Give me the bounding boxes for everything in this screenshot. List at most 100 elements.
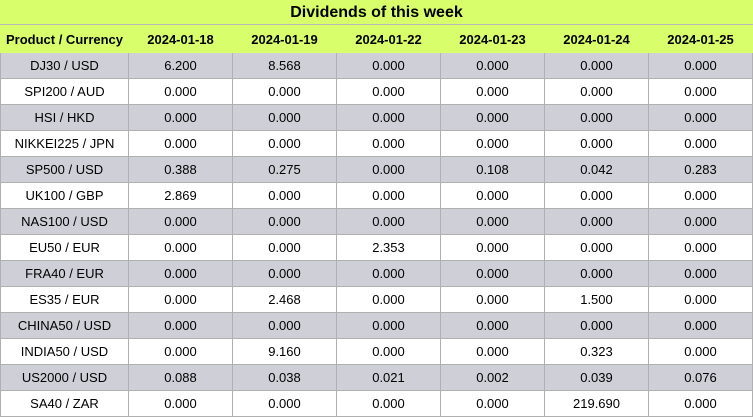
dividend-cell: 0.000 <box>440 104 545 131</box>
column-header-date: 2024-01-25 <box>648 25 753 53</box>
dividend-cell: 0.000 <box>440 52 545 79</box>
dividend-cell: 0.038 <box>232 364 337 391</box>
dividend-cell: 0.000 <box>648 312 753 339</box>
table-row: CHINA50 / USD 0.000 0.000 0.000 0.000 0.000 0.… <box>0 312 753 339</box>
table-row: SPI200 / AUD 0.000 0.000 0.000 0.000 0.000 0.0… <box>0 78 753 105</box>
product-cell: EU50 / EUR <box>0 234 129 261</box>
dividend-cell: 0.000 <box>544 234 649 261</box>
dividend-cell: 0.000 <box>440 286 545 313</box>
header-row: Product / Currency 2024-01-18 2024-01-19 20… <box>0 25 753 53</box>
table-row: NIKKEI225 / JPN 0.000 0.000 0.000 0.000 0.000… <box>0 130 753 157</box>
dividend-cell: 0.000 <box>440 338 545 365</box>
dividend-cell: 0.000 <box>648 286 753 313</box>
table-body: DJ30 / USD 6.200 8.568 0.000 0.000 0.000 0.000… <box>0 52 753 417</box>
dividend-cell: 0.000 <box>544 104 649 131</box>
product-cell: HSI / HKD <box>0 104 129 131</box>
table-row: ES35 / EUR 0.000 2.468 0.000 0.000 1.500 0.000 <box>0 286 753 313</box>
table-row: NAS100 / USD 0.000 0.000 0.000 0.000 0.000 0.0… <box>0 208 753 235</box>
dividend-cell: 0.000 <box>232 260 337 287</box>
dividend-cell: 0.000 <box>648 78 753 105</box>
dividend-cell: 0.000 <box>648 104 753 131</box>
column-header-date: 2024-01-24 <box>544 25 649 53</box>
dividend-cell: 0.000 <box>440 78 545 105</box>
dividend-cell: 0.000 <box>336 286 441 313</box>
dividend-cell: 0.000 <box>128 130 233 157</box>
dividend-cell: 0.039 <box>544 364 649 391</box>
dividend-cell: 0.000 <box>648 338 753 365</box>
dividend-cell: 0.000 <box>336 390 441 417</box>
dividend-cell: 0.000 <box>336 130 441 157</box>
dividend-cell: 0.000 <box>232 234 337 261</box>
dividend-cell: 8.568 <box>232 52 337 79</box>
dividend-cell: 0.000 <box>128 208 233 235</box>
column-header-product: Product / Currency <box>0 25 129 53</box>
product-cell: SA40 / ZAR <box>0 390 129 417</box>
dividend-cell: 0.000 <box>232 130 337 157</box>
dividend-cell: 0.000 <box>648 234 753 261</box>
column-header-date: 2024-01-18 <box>128 25 233 53</box>
dividend-cell: 0.000 <box>232 208 337 235</box>
dividend-cell: 0.000 <box>128 234 233 261</box>
dividend-cell: 0.000 <box>128 104 233 131</box>
dividend-cell: 0.000 <box>336 338 441 365</box>
dividend-cell: 0.088 <box>128 364 233 391</box>
dividend-cell: 0.000 <box>336 312 441 339</box>
dividend-cell: 0.000 <box>128 390 233 417</box>
table-row: DJ30 / USD 6.200 8.568 0.000 0.000 0.000 0.000 <box>0 52 753 79</box>
dividends-table: Product / Currency 2024-01-18 2024-01-19 20… <box>0 25 753 417</box>
product-cell: SPI200 / AUD <box>0 78 129 105</box>
dividend-cell: 0.000 <box>232 78 337 105</box>
product-cell: DJ30 / USD <box>0 52 129 79</box>
product-cell: NIKKEI225 / JPN <box>0 130 129 157</box>
dividend-cell: 0.323 <box>544 338 649 365</box>
dividend-cell: 0.000 <box>440 234 545 261</box>
dividend-cell: 0.000 <box>336 208 441 235</box>
product-cell: FRA40 / EUR <box>0 260 129 287</box>
product-cell: SP500 / USD <box>0 156 129 183</box>
dividend-cell: 0.000 <box>336 182 441 209</box>
product-cell: NAS100 / USD <box>0 208 129 235</box>
dividend-cell: 0.000 <box>648 130 753 157</box>
dividend-cell: 0.000 <box>232 312 337 339</box>
table-title: Dividends of this week <box>0 0 753 25</box>
dividend-cell: 0.000 <box>128 78 233 105</box>
dividend-cell: 0.000 <box>336 260 441 287</box>
dividend-cell: 0.108 <box>440 156 545 183</box>
column-header-date: 2024-01-23 <box>440 25 545 53</box>
table-row: US2000 / USD 0.088 0.038 0.021 0.002 0.039 0.0… <box>0 364 753 391</box>
dividend-cell: 0.002 <box>440 364 545 391</box>
dividend-cell: 0.000 <box>544 208 649 235</box>
dividend-cell: 0.000 <box>232 182 337 209</box>
dividend-cell: 0.000 <box>648 182 753 209</box>
table-row: EU50 / EUR 0.000 0.000 2.353 0.000 0.000 0.000 <box>0 234 753 261</box>
dividend-cell: 0.000 <box>544 182 649 209</box>
dividend-cell: 0.000 <box>336 52 441 79</box>
dividend-cell: 0.000 <box>440 182 545 209</box>
dividend-cell: 0.000 <box>544 312 649 339</box>
dividend-cell: 0.000 <box>232 104 337 131</box>
dividend-cell: 0.000 <box>544 52 649 79</box>
column-header-date: 2024-01-19 <box>232 25 337 53</box>
dividend-cell: 9.160 <box>232 338 337 365</box>
dividend-cell: 0.000 <box>128 312 233 339</box>
dividend-cell: 0.000 <box>440 312 545 339</box>
table-row: UK100 / GBP 2.869 0.000 0.000 0.000 0.000 0.00… <box>0 182 753 209</box>
product-cell: INDIA50 / USD <box>0 338 129 365</box>
product-cell: CHINA50 / USD <box>0 312 129 339</box>
product-cell: UK100 / GBP <box>0 182 129 209</box>
dividend-cell: 0.076 <box>648 364 753 391</box>
table-row: HSI / HKD 0.000 0.000 0.000 0.000 0.000 0.000 <box>0 104 753 131</box>
dividend-cell: 0.000 <box>232 390 337 417</box>
dividend-cell: 0.000 <box>648 390 753 417</box>
dividend-cell: 0.000 <box>336 104 441 131</box>
column-header-date: 2024-01-22 <box>336 25 441 53</box>
dividend-cell: 0.000 <box>128 260 233 287</box>
dividend-cell: 1.500 <box>544 286 649 313</box>
dividend-cell: 0.388 <box>128 156 233 183</box>
dividend-cell: 219.690 <box>544 390 649 417</box>
table-row: INDIA50 / USD 0.000 9.160 0.000 0.000 0.323 0.… <box>0 338 753 365</box>
dividend-cell: 0.000 <box>440 130 545 157</box>
dividend-cell: 0.000 <box>440 208 545 235</box>
dividend-cell: 2.869 <box>128 182 233 209</box>
